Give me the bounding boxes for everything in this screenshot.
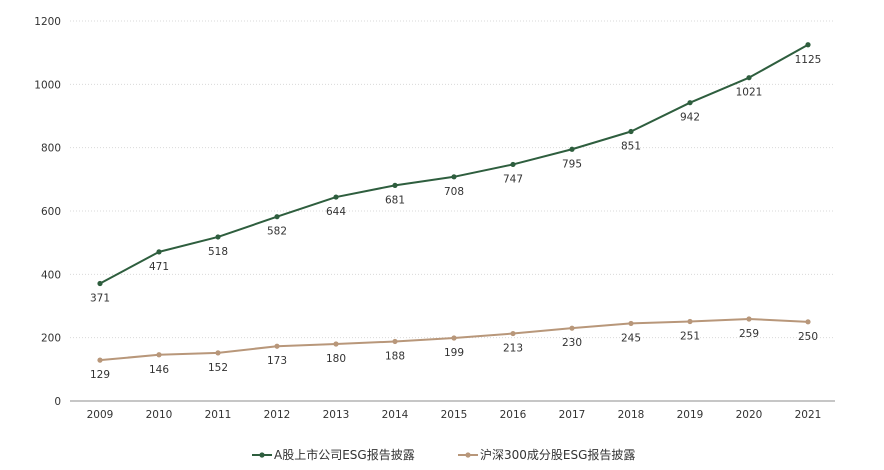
data-point	[97, 357, 103, 363]
data-point	[687, 318, 693, 325]
x-tick-label: 2016	[500, 409, 527, 421]
legend-swatch-marker	[259, 452, 265, 458]
data-label: 644	[326, 206, 346, 218]
data-point	[805, 42, 811, 48]
y-tick-label: 200	[41, 333, 61, 345]
data-point	[156, 352, 162, 358]
data-point	[274, 343, 280, 349]
legend-swatch-marker	[465, 452, 471, 458]
data-label: 230	[562, 337, 582, 349]
x-tick-label: 2013	[323, 409, 350, 421]
x-axis-ticks: 2009 2010 2011 2012 2013 2014 2015 2016 2017 2018…	[87, 409, 822, 421]
x-tick-label: 2011	[205, 409, 232, 421]
x-tick-label: 2009	[87, 409, 114, 421]
x-tick-label: 2021	[795, 409, 822, 421]
data-point	[746, 75, 752, 81]
y-axis-ticks: 0 200 400 600 800 1000 1200	[34, 16, 61, 408]
data-point	[569, 325, 575, 331]
series-2: 129 146 152 173 180 188 199 213 230 245 251 259 250	[90, 316, 818, 381]
data-label: 250	[798, 331, 818, 343]
data-point	[451, 335, 457, 341]
x-tick-label: 2018	[618, 409, 645, 421]
legend-item: A股上市公司ESG报告披露	[252, 447, 415, 462]
data-label: 582	[267, 226, 287, 238]
data-label: 371	[90, 293, 110, 305]
x-tick-label: 2010	[146, 409, 173, 421]
x-tick-label: 2019	[677, 409, 704, 421]
data-label: 199	[444, 347, 464, 359]
data-label: 1021	[736, 87, 763, 99]
data-point	[510, 330, 516, 337]
y-tick-label: 1200	[34, 16, 61, 28]
x-tick-label: 2017	[559, 409, 586, 421]
data-point	[746, 316, 752, 322]
series-1-line	[99, 43, 809, 285]
data-point	[274, 214, 280, 220]
data-label: 518	[208, 246, 228, 258]
y-tick-label: 400	[41, 269, 61, 281]
data-label: 851	[621, 141, 641, 153]
data-label: 251	[680, 331, 700, 343]
data-point	[333, 341, 339, 347]
data-label: 180	[326, 353, 346, 365]
data-label: 471	[149, 261, 169, 273]
data-label: 795	[562, 158, 582, 170]
data-label: 146	[149, 364, 169, 376]
data-label: 942	[680, 112, 700, 124]
legend-item: 沪深300成分股ESG报告披露	[458, 447, 635, 462]
data-label: 173	[267, 355, 287, 367]
legend: A股上市公司ESG报告披露 沪深300成分股ESG报告披露	[252, 447, 635, 462]
legend-label: A股上市公司ESG报告披露	[274, 447, 415, 462]
data-point	[392, 182, 398, 188]
data-point	[628, 128, 634, 135]
data-point	[97, 280, 103, 287]
data-label: 188	[385, 350, 405, 362]
gridlines	[70, 20, 835, 339]
data-label: 129	[90, 369, 110, 381]
series-1: 371 471 518 582 644 681 708 747 795 851 942 1021 112…	[90, 42, 822, 305]
data-point	[805, 319, 811, 325]
x-tick-label: 2012	[264, 409, 291, 421]
y-tick-label: 1000	[34, 79, 61, 91]
data-point	[628, 320, 634, 327]
y-tick-label: 800	[41, 143, 61, 155]
data-point	[687, 100, 693, 106]
data-label: 245	[621, 332, 641, 344]
data-point	[510, 161, 516, 168]
x-tick-label: 2015	[441, 409, 468, 421]
legend-label: 沪深300成分股ESG报告披露	[480, 447, 635, 462]
data-point	[569, 146, 575, 152]
data-point	[156, 249, 162, 255]
y-tick-label: 0	[54, 396, 61, 408]
data-point	[333, 194, 339, 200]
data-label: 708	[444, 186, 464, 198]
data-label: 152	[208, 362, 228, 374]
x-tick-label: 2020	[736, 409, 763, 421]
y-tick-label: 600	[41, 206, 61, 218]
data-label: 1125	[795, 54, 822, 66]
data-point	[215, 234, 221, 240]
x-tick-label: 2014	[382, 409, 409, 421]
data-label: 747	[503, 173, 523, 185]
data-label: 681	[385, 194, 405, 206]
data-label: 259	[739, 328, 759, 340]
data-point	[451, 174, 457, 180]
data-label: 213	[503, 343, 523, 355]
data-point	[215, 350, 221, 356]
data-point	[392, 338, 398, 345]
